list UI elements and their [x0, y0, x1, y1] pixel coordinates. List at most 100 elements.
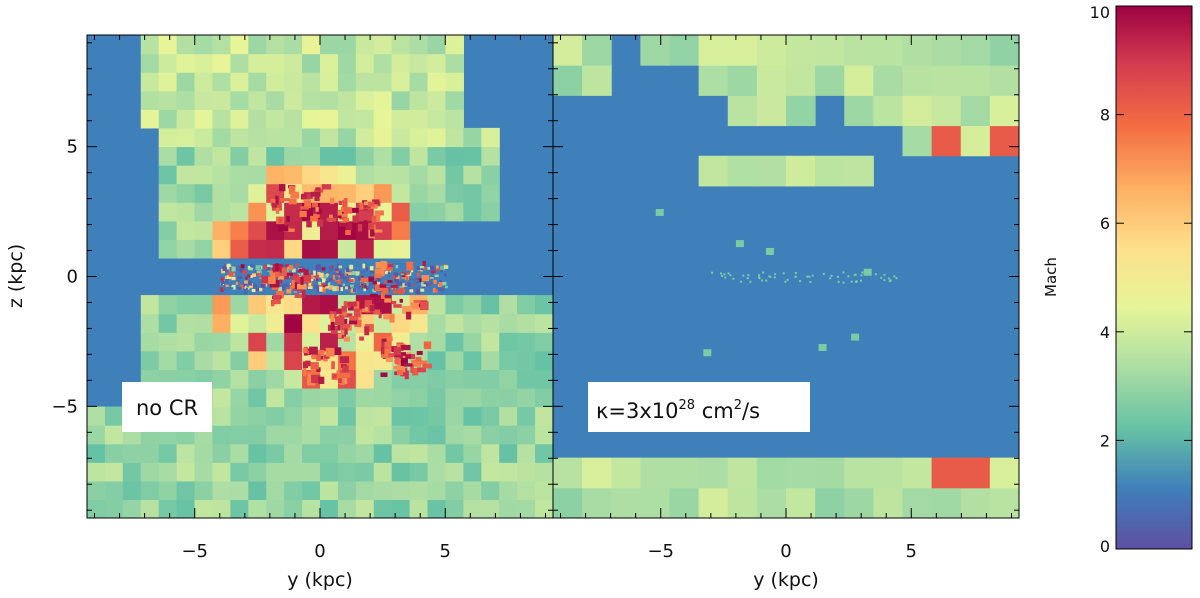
panel1-disk-cell: [412, 287, 417, 291]
panel2-cell: [989, 125, 1019, 157]
panel1-cell: [194, 443, 214, 463]
panel1-shock-cell: [271, 286, 279, 290]
panel1-shock-cell: [343, 301, 351, 308]
panel1-cell: [194, 350, 214, 370]
panel1-shock-cell: [371, 215, 377, 223]
panel1-disk-cell: [420, 288, 425, 292]
panel1-cell: [230, 165, 249, 185]
panel1-cell: [194, 202, 214, 222]
panel1-cell: [409, 313, 429, 333]
panel1-cell: [373, 220, 393, 240]
panel1-disk-cell: [359, 272, 365, 276]
panel1-shock-cell: [278, 225, 289, 232]
panel1-shock-cell: [284, 273, 290, 280]
panel1-cell: [427, 425, 447, 445]
panel1-cell: [140, 53, 160, 73]
panel1-disk-cell: [344, 276, 350, 282]
panel1-disk-cell: [423, 271, 429, 277]
panel1-shock-cell: [422, 363, 432, 369]
panel1-cell: [373, 183, 393, 203]
panel1-cell: [535, 295, 553, 315]
panel1-shock-cell: [317, 219, 324, 227]
panel2-cell: [669, 35, 700, 66]
panel1-cell: [266, 387, 285, 408]
panel2-disk-cell: [758, 276, 761, 279]
y-tick-label: 0: [67, 267, 78, 288]
panel1-disk-cell: [322, 285, 327, 290]
panel1-cell: [391, 387, 411, 408]
panel1-disk-cell: [338, 270, 342, 276]
panel1-shock-cell: [271, 202, 277, 208]
panel1-shock-cell: [346, 222, 353, 231]
panel1-cell: [355, 369, 375, 389]
panel1-cell: [230, 35, 249, 55]
panel2-disk-cell: [822, 272, 825, 275]
panel2-disk-cell: [740, 280, 743, 283]
panel1-cell: [284, 127, 303, 148]
panel1-cell: [499, 462, 518, 482]
x-tick-label: 0: [780, 541, 791, 562]
panel2-disk-cell: [742, 274, 745, 277]
panel2-cell: [844, 457, 874, 489]
panel1-cell: [409, 72, 429, 92]
panel1-shock-cell: [364, 326, 370, 336]
panel2-disk-cell: [860, 274, 863, 277]
panel1-cell: [140, 443, 160, 463]
panel1-shock-cell: [293, 276, 302, 283]
panel1-cell: [230, 499, 249, 518]
panel1-shock-cell: [404, 370, 409, 380]
panel1-disk-cell: [251, 288, 256, 293]
panel1-disk-cell: [429, 285, 433, 289]
panel1-disk-cell: [315, 271, 318, 275]
panel1-cell: [409, 53, 429, 73]
panel1-cell: [463, 295, 482, 315]
panel1-cell: [481, 499, 500, 518]
panel1-shock-cell: [313, 210, 320, 218]
panel1-cell: [320, 425, 339, 445]
panel1-cell: [266, 443, 285, 463]
panel1-disk-cell: [292, 288, 298, 292]
panel1-cell: [355, 387, 375, 408]
panel1-cell: [373, 165, 393, 185]
panel1-cell: [212, 295, 231, 315]
panel2-cell: [873, 65, 903, 96]
panel1-cell: [391, 425, 411, 445]
panel2-disk-cell: [883, 279, 886, 282]
panel1-disk-cell: [370, 273, 376, 279]
panel1-shock-cell: [342, 217, 350, 223]
panel1-disk-cell: [313, 270, 316, 276]
panel1-cell: [337, 109, 357, 129]
panel1-disk-cell: [438, 288, 443, 291]
panel1-cell: [158, 350, 178, 370]
panel1-cell: [122, 443, 142, 463]
panel1-disk-cell: [337, 279, 342, 285]
panel1-shock-cell: [306, 193, 311, 200]
panel1-disk-cell: [336, 263, 340, 269]
panel1-disk-cell: [259, 270, 262, 275]
panel1-disk-cell: [231, 276, 236, 281]
panel1-cell: [320, 146, 339, 166]
panel1-cell: [320, 53, 339, 73]
panel1-shock-cell: [281, 267, 287, 276]
panel1-cell: [176, 220, 196, 240]
panel2-annotation-suffix: /s: [742, 399, 760, 423]
panel1-disk-cell: [409, 289, 414, 293]
panel1-cell: [230, 387, 249, 408]
panel1-shock-cell: [329, 197, 335, 205]
panel1-disk-cell: [225, 269, 229, 273]
panel1-cell: [266, 499, 285, 518]
panel1-disk-cell: [441, 287, 446, 292]
panel2-disk-cell: [880, 276, 883, 279]
panel2-disk-cell: [874, 273, 877, 276]
panel1-cell: [337, 406, 357, 426]
panel1-disk-cell: [430, 285, 434, 291]
panel1-disk-cell: [222, 284, 227, 287]
panel2-cell: [786, 155, 816, 187]
panel2-disk-cell: [855, 281, 858, 284]
panel1-cell: [158, 90, 178, 110]
panel1-ylabel: z (kpc): [5, 244, 27, 308]
panel1-shock-cell: [270, 299, 275, 307]
panel2-disk-cell: [773, 276, 776, 279]
panel1-cell: [302, 239, 321, 259]
panel1-shock-cell: [319, 355, 325, 360]
